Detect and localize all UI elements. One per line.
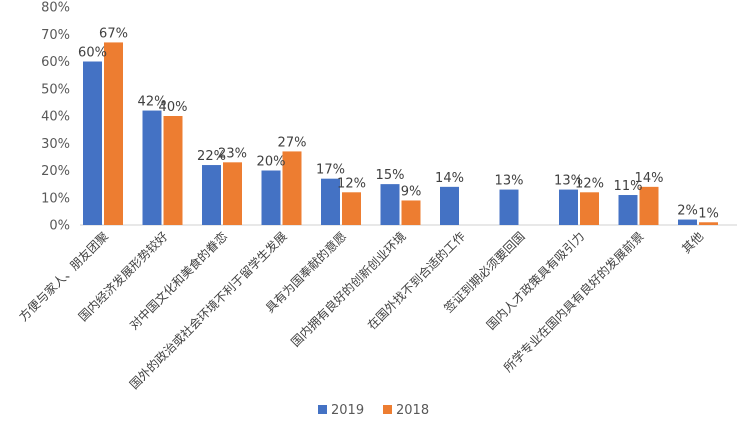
bar-2019-6 [440, 186, 459, 225]
data-label-2018-4: 12% [337, 176, 366, 191]
bar-2018-4 [342, 192, 361, 225]
data-label-2018-5: 9% [401, 184, 422, 199]
data-label-2019-0: 60% [78, 46, 107, 61]
data-label-2019-8: 13% [554, 174, 583, 189]
category-labels: 方便与家人、朋友团聚国内经济发展形势较好对中国文化和美食的眷恋国外的政治或社会环… [16, 229, 706, 392]
category-label-5: 国内拥有良好的创新创业环境 [288, 229, 409, 350]
bar-2019-1 [142, 110, 162, 225]
bar-2019-4 [321, 178, 340, 225]
y-tick-label: 70% [41, 28, 70, 43]
y-tick-label: 0% [49, 219, 70, 234]
bar-2018-0 [104, 42, 123, 225]
category-label-8: 国内人才政策具有吸引力 [484, 229, 587, 332]
y-tick-label: 40% [41, 110, 70, 125]
data-label-2018-2: 23% [218, 146, 247, 161]
y-tick-label: 20% [41, 164, 70, 179]
data-label-2018-8: 12% [575, 176, 604, 191]
data-label-2019-10: 2% [677, 204, 698, 219]
bar-2018-9 [639, 186, 659, 225]
category-label-6: 在国外找不到合适的工作 [364, 229, 468, 333]
data-label-2018-0: 67% [99, 26, 128, 41]
data-label-2018-10: 1% [698, 206, 719, 221]
data-label-2018-1: 40% [159, 100, 188, 115]
category-label-2: 对中国文化和美食的眷恋 [126, 229, 230, 333]
data-label-2019-6: 14% [435, 171, 464, 186]
bar-2019-10 [678, 219, 697, 225]
data-label-2019-2: 22% [197, 149, 226, 164]
value-labels: 60%67%42%40%22%23%20%27%17%12%15%9%14% 13… [78, 26, 719, 221]
bar-2018-10 [699, 222, 718, 225]
category-label-10: 其他 [679, 229, 706, 256]
legend-label-2018: 2018 [396, 403, 429, 418]
legend: 2019 2018 [318, 403, 429, 418]
bar-2019-3 [261, 170, 281, 225]
y-tick-label: 60% [41, 55, 70, 70]
bar-2019-7 [499, 189, 519, 225]
bars [83, 42, 718, 225]
bar-2018-1 [163, 116, 183, 225]
data-label-2019-9: 11% [614, 179, 643, 194]
data-label-2019-4: 17% [316, 163, 345, 178]
bar-2019-9 [618, 195, 638, 225]
data-label-2019-5: 15% [376, 168, 405, 183]
legend-swatch-2018 [383, 405, 392, 414]
bar-2019-2 [202, 165, 221, 225]
bar-2018-3 [282, 151, 302, 225]
y-tick-label: 30% [41, 137, 70, 152]
data-label-2018-3: 27% [278, 135, 307, 150]
y-axis: 0% 10% 20% 30% 40% 50% 60% 70% 80% [41, 1, 70, 234]
legend-swatch-2019 [318, 405, 327, 414]
bar-2018-8 [580, 192, 599, 225]
y-tick-label: 80% [41, 1, 70, 16]
y-tick-label: 50% [41, 82, 70, 97]
data-label-2019-3: 20% [257, 155, 286, 170]
legend-label-2019: 2019 [331, 403, 364, 418]
data-label-2019-1: 42% [138, 95, 167, 110]
bar-2019-8 [559, 189, 578, 225]
data-label-2019-7: 13% [495, 174, 524, 189]
data-label-2018-9: 14% [635, 171, 664, 186]
bar-2019-0 [83, 61, 102, 225]
bar-2018-2 [223, 162, 242, 225]
bar-2019-5 [380, 184, 400, 225]
y-tick-label: 10% [41, 191, 70, 206]
bar-2018-5 [401, 200, 421, 225]
